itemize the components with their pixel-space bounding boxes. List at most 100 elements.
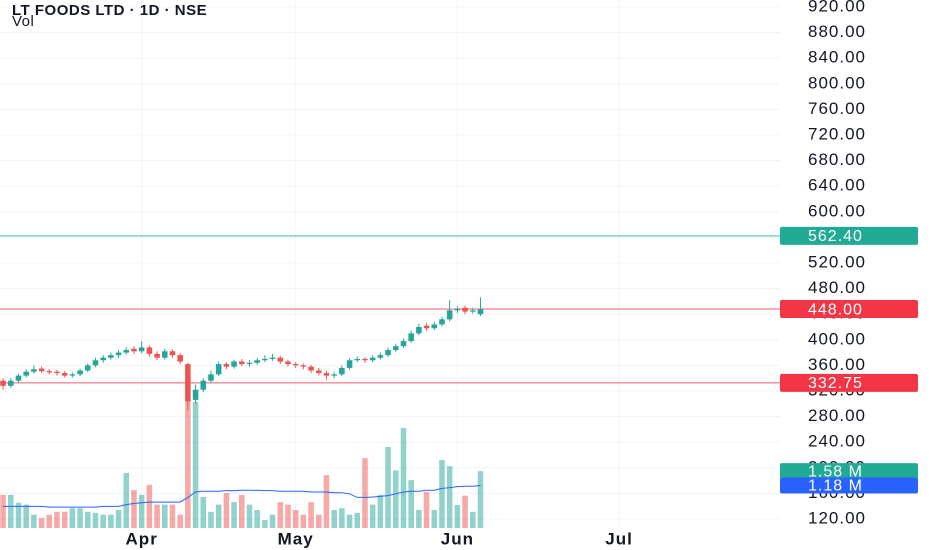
y-tick-label: 640.00 (808, 176, 866, 195)
volume-bar (138, 494, 145, 528)
volume-bar (38, 517, 45, 528)
candle-body (100, 357, 106, 361)
candle-body (231, 361, 237, 367)
candle-body (300, 365, 307, 367)
axis-layer: 120.00160.00200.00240.00280.00320.00360.… (126, 0, 866, 548)
candle-body (200, 380, 207, 390)
candle-body (339, 367, 345, 375)
price-tag (780, 373, 918, 392)
volume-ma-line (3, 485, 481, 508)
candle-body (254, 360, 260, 363)
candle-body (8, 380, 14, 386)
chart-title: LT FOODS LTD · 1D · NSE (12, 2, 207, 19)
candle-body (69, 374, 76, 376)
volume-tag (780, 463, 918, 480)
candle-body (138, 347, 145, 352)
volume-bar (169, 504, 176, 528)
volume-bar (408, 480, 414, 528)
candle-body (408, 333, 414, 342)
volume-bar (246, 504, 253, 528)
candle-body (439, 319, 445, 325)
volume-bar (439, 459, 445, 528)
candle-body (123, 350, 130, 353)
volume-bar (393, 470, 399, 528)
x-tick-label: Jun (441, 529, 474, 548)
volume-bar (339, 508, 345, 528)
price-tag-label: 332.75 (808, 375, 863, 392)
candle-body (239, 361, 245, 365)
x-tick-label: Jul (605, 529, 633, 548)
candle-body (0, 380, 6, 386)
x-tick-label: May (278, 529, 314, 548)
y-tick-label: 240.00 (808, 432, 866, 451)
candle-body (285, 361, 291, 365)
volume-bar (185, 400, 191, 528)
volume-bar (446, 466, 453, 528)
volume-bar (346, 514, 353, 528)
volume-bar (369, 504, 376, 528)
volume-bar (31, 514, 37, 528)
candle-body (31, 369, 37, 372)
candle-body (223, 364, 230, 367)
price-tag (780, 300, 918, 319)
volume-bar (377, 494, 384, 528)
volume-bar (239, 494, 245, 528)
volume-tag-label: 1.18 M (808, 478, 863, 495)
volume-bar (400, 427, 407, 528)
y-tick-label: 360.00 (808, 355, 866, 374)
volume-bar (331, 510, 337, 528)
vol-layer (0, 400, 484, 528)
candle-body (385, 350, 391, 356)
candle-body (262, 358, 268, 361)
volume-bar (54, 511, 60, 528)
volume-bar (46, 514, 53, 528)
candle-body (462, 307, 468, 312)
volume-bar (316, 514, 322, 528)
lines-layer (0, 235, 780, 384)
volume-bar (254, 510, 260, 528)
volume-bar (454, 504, 461, 528)
x-tick-label: Apr (126, 529, 158, 548)
y-tick-label: 280.00 (808, 406, 866, 425)
candle-body (92, 360, 99, 366)
candle-body (269, 357, 276, 359)
volume-bar (362, 458, 368, 528)
volume-bar (8, 494, 14, 528)
y-tick-label: 400.00 (808, 329, 866, 348)
volume-bar (0, 494, 6, 528)
volume-bar (308, 502, 314, 528)
candle-body (177, 355, 183, 362)
candle-body (323, 373, 330, 376)
volume-bar (385, 447, 391, 528)
candle-body (85, 365, 91, 371)
tags-layer: 562.40 448.00 332.75 1.58 M1.18 M (780, 226, 918, 495)
volume-bar (423, 492, 430, 528)
candle-body (46, 371, 53, 373)
candle-body (162, 351, 168, 358)
candle-body (208, 374, 214, 381)
volume-bar (192, 402, 199, 528)
volume-tag-label: 1.58 M (808, 463, 863, 480)
volume-bar (477, 471, 484, 528)
volume-bar (108, 514, 114, 528)
y-tick-label: 920.00 (808, 0, 866, 15)
y-tick-label: 120.00 (808, 508, 866, 527)
candle-body (369, 357, 376, 361)
volume-bar (100, 514, 106, 528)
candle-body (423, 325, 430, 329)
volume-bar (292, 510, 299, 528)
volume-bar (285, 504, 291, 528)
y-tick-label: 480.00 (808, 278, 866, 297)
price-tag-label: 562.40 (808, 228, 863, 245)
candle-body (215, 364, 222, 375)
candle-body (185, 364, 191, 402)
candle-body (77, 370, 83, 375)
volume-bar (177, 514, 183, 528)
y-tick-label: 800.00 (808, 73, 866, 92)
candle-body (454, 309, 461, 311)
candle-body (416, 326, 422, 334)
volume-bar (69, 508, 76, 528)
y-tick-label: 880.00 (808, 22, 866, 41)
candle-body (477, 309, 484, 315)
